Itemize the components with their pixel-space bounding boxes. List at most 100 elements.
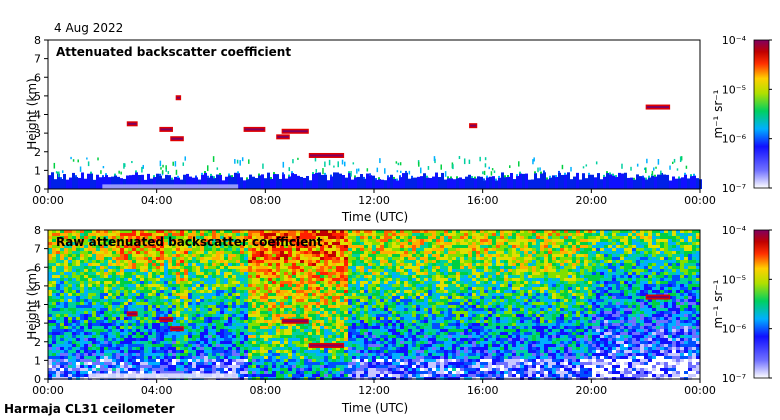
backscatter-cell: [507, 175, 509, 178]
backscatter-cell: [180, 239, 184, 242]
backscatter-cell: [664, 284, 668, 287]
backscatter-cell: [372, 275, 376, 278]
backscatter-cell: [124, 260, 128, 263]
backscatter-cell: [444, 171, 447, 177]
backscatter-cell: [228, 236, 232, 239]
backscatter-cell: [688, 242, 692, 245]
backscatter-cell: [484, 245, 488, 248]
backscatter-cell: [524, 260, 528, 263]
backscatter-cell: [524, 290, 528, 293]
backscatter-cell: [264, 308, 268, 311]
backscatter-cell: [152, 257, 156, 260]
backscatter-cell: [633, 179, 636, 189]
backscatter-cell: [300, 269, 304, 272]
backscatter-cell: [428, 269, 432, 272]
backscatter-cell: [116, 305, 120, 308]
backscatter-cell: [540, 290, 544, 293]
backscatter-cell: [132, 239, 136, 242]
backscatter-cell: [420, 311, 424, 314]
backscatter-cell: [364, 254, 368, 257]
backscatter-cell: [524, 269, 528, 272]
backscatter-cell: [232, 311, 236, 314]
backscatter-cell: [314, 156, 317, 162]
backscatter-cell: [584, 248, 588, 251]
backscatter-cell: [76, 272, 80, 275]
backscatter-cell: [444, 287, 448, 290]
backscatter-cell: [112, 251, 116, 254]
backscatter-cell: [284, 299, 288, 302]
backscatter-cell: [224, 257, 228, 260]
backscatter-cell: [308, 260, 312, 263]
backscatter-cell: [228, 311, 232, 314]
backscatter-cell: [520, 257, 524, 260]
backscatter-cell: [552, 287, 556, 290]
backscatter-cell: [112, 287, 116, 290]
backscatter-cell: [240, 233, 244, 236]
backscatter-cell: [512, 242, 516, 245]
backscatter-cell: [268, 239, 272, 242]
backscatter-cell: [312, 172, 314, 175]
backscatter-cell: [573, 176, 576, 189]
backscatter-cell: [208, 275, 212, 278]
backscatter-cell: [216, 293, 220, 296]
backscatter-cell: [204, 311, 208, 314]
backscatter-cell: [396, 170, 399, 173]
backscatter-cell: [392, 263, 396, 266]
backscatter-cell: [80, 275, 84, 278]
backscatter-cell: [200, 269, 204, 272]
backscatter-cell: [168, 254, 172, 257]
backscatter-cell: [292, 284, 296, 287]
backscatter-cell: [267, 172, 270, 189]
backscatter-cell: [656, 269, 660, 272]
backscatter-cell: [200, 260, 204, 263]
backscatter-cell: [428, 281, 432, 284]
backscatter-cell: [648, 257, 652, 260]
backscatter-cell: [404, 257, 408, 260]
backscatter-cell: [244, 251, 248, 254]
backscatter-cell: [548, 248, 552, 251]
backscatter-cell: [488, 272, 492, 275]
backscatter-cell: [80, 284, 84, 287]
backscatter-cell: [288, 308, 292, 311]
backscatter-cell: [668, 293, 672, 296]
backscatter-cell: [440, 242, 444, 245]
backscatter-cell: [500, 272, 504, 275]
backscatter-cell: [568, 251, 572, 254]
backscatter-cell: [366, 173, 369, 189]
backscatter-cell: [300, 236, 304, 239]
backscatter-cell: [80, 299, 84, 302]
backscatter-cell: [508, 254, 512, 257]
backscatter-cell: [232, 266, 236, 269]
backscatter-cell: [308, 266, 312, 269]
backscatter-cell: [592, 230, 596, 233]
backscatter-cell: [412, 296, 416, 299]
backscatter-cell: [264, 257, 268, 260]
backscatter-cell: [244, 302, 248, 305]
backscatter-cell: [72, 278, 76, 281]
backscatter-cell: [400, 248, 404, 251]
backscatter-cell: [560, 299, 564, 302]
backscatter-cell: [440, 254, 444, 257]
backscatter-cell: [96, 305, 100, 308]
backscatter-cell: [600, 251, 604, 254]
backscatter-cell: [492, 308, 496, 311]
backscatter-cell: [468, 293, 472, 296]
backscatter-cell: [492, 272, 496, 275]
backscatter-cell: [152, 311, 156, 314]
backscatter-cell: [172, 236, 176, 239]
backscatter-cell: [360, 174, 363, 189]
backscatter-cell: [213, 176, 215, 179]
backscatter-cell: [596, 287, 600, 290]
backscatter-cell: [660, 230, 664, 233]
backscatter-cell: [87, 161, 90, 167]
backscatter-cell: [412, 266, 416, 269]
backscatter-cell: [220, 251, 224, 254]
backscatter-cell: [216, 281, 220, 284]
backscatter-cell: [292, 248, 296, 251]
backscatter-cell: [436, 275, 440, 278]
backscatter-cell: [104, 239, 108, 242]
backscatter-cell: [432, 296, 436, 299]
backscatter-cell: [684, 263, 688, 266]
backscatter-cell: [400, 170, 402, 174]
backscatter-cell: [376, 254, 380, 257]
